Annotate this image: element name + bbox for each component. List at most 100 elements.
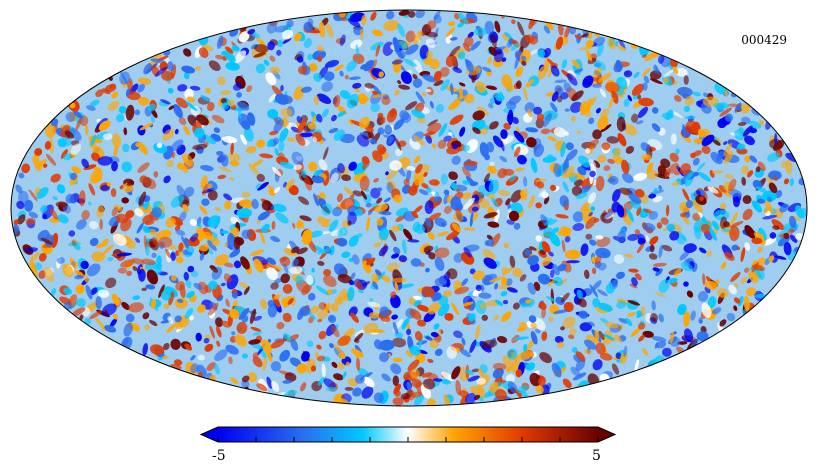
field-blob — [378, 146, 387, 155]
field-blob — [469, 339, 477, 354]
field-blob — [767, 152, 781, 162]
field-blob — [524, 102, 535, 113]
field-blob — [554, 335, 564, 344]
field-blob — [334, 64, 345, 71]
field-blob — [602, 210, 616, 220]
field-blob — [496, 91, 504, 100]
field-blob — [175, 97, 188, 109]
field-blob — [100, 184, 110, 192]
field-blob — [412, 74, 418, 80]
field-blob — [711, 170, 724, 174]
field-blob — [278, 140, 285, 152]
field-blob — [749, 155, 758, 163]
field-blob — [445, 54, 456, 67]
field-blob — [458, 390, 469, 398]
field-blob — [343, 187, 353, 195]
field-blob — [386, 10, 395, 20]
field-blob — [433, 196, 442, 204]
field-blob — [173, 104, 183, 118]
field-blob — [112, 133, 121, 149]
field-blob — [316, 93, 332, 104]
field-blob — [44, 266, 55, 283]
field-blob — [380, 116, 386, 124]
field-blob — [411, 211, 419, 219]
field-blob — [225, 46, 234, 54]
field-blob — [451, 366, 461, 380]
field-blob — [433, 80, 444, 87]
field-blob — [408, 10, 416, 18]
field-blob — [604, 322, 619, 329]
field-blob — [167, 316, 174, 324]
field-blob — [189, 218, 198, 227]
field-blob — [119, 71, 131, 85]
field-blob — [475, 81, 487, 93]
field-blob — [599, 88, 607, 98]
field-blob — [427, 358, 434, 363]
field-blob — [254, 44, 269, 53]
field-blob — [378, 339, 395, 351]
field-blob — [236, 101, 250, 111]
field-blob — [386, 108, 398, 123]
field-blob — [690, 310, 696, 321]
field-blob — [313, 193, 319, 207]
field-blob — [594, 59, 606, 71]
field-blob — [603, 165, 611, 172]
field-blob — [198, 47, 209, 58]
field-blob — [749, 120, 762, 129]
field-blob — [489, 161, 495, 167]
field-blob — [104, 309, 109, 318]
field-blob — [88, 201, 92, 206]
field-blob — [330, 325, 340, 338]
field-blob — [273, 119, 284, 133]
field-blob — [772, 225, 780, 231]
field-blob — [282, 37, 292, 44]
field-blob — [311, 175, 325, 184]
field-blob — [425, 88, 432, 93]
field-blob — [597, 42, 604, 57]
field-blob — [370, 11, 377, 21]
field-blob — [584, 348, 593, 355]
field-blob — [246, 85, 253, 93]
field-blob — [267, 41, 275, 51]
field-blob — [696, 162, 706, 172]
field-blob — [578, 155, 591, 168]
field-blob — [462, 42, 471, 52]
field-blob — [261, 200, 272, 211]
field-blob — [138, 77, 151, 86]
field-blob — [440, 79, 450, 91]
field-blob — [193, 282, 203, 290]
field-blob — [464, 93, 475, 104]
field-blob — [306, 275, 314, 286]
field-blob — [431, 143, 437, 149]
field-blob — [141, 258, 156, 266]
field-blob — [72, 109, 83, 119]
field-blob — [111, 161, 118, 172]
field-blob — [426, 50, 434, 59]
field-blob — [68, 230, 76, 237]
field-blob — [625, 317, 633, 326]
field-blob — [225, 344, 239, 355]
field-blob — [415, 163, 423, 174]
field-blob — [563, 301, 574, 313]
field-blob — [348, 257, 354, 263]
field-blob — [425, 336, 433, 341]
field-blob — [631, 113, 639, 123]
field-blob — [121, 301, 130, 310]
field-blob — [711, 220, 720, 231]
field-blob — [360, 190, 367, 200]
field-blob — [240, 256, 250, 270]
field-blob — [209, 325, 215, 339]
field-blob — [686, 290, 694, 298]
field-blob — [88, 183, 96, 196]
field-blob — [673, 95, 682, 102]
field-blob — [549, 184, 557, 192]
field-blob — [261, 223, 270, 233]
field-blob — [174, 225, 181, 231]
field-blob — [501, 267, 513, 276]
field-blob — [465, 60, 474, 73]
field-blob — [390, 291, 397, 299]
field-blob — [764, 201, 774, 214]
field-blob — [701, 302, 712, 318]
field-blob — [95, 317, 105, 328]
field-blob — [632, 95, 638, 100]
